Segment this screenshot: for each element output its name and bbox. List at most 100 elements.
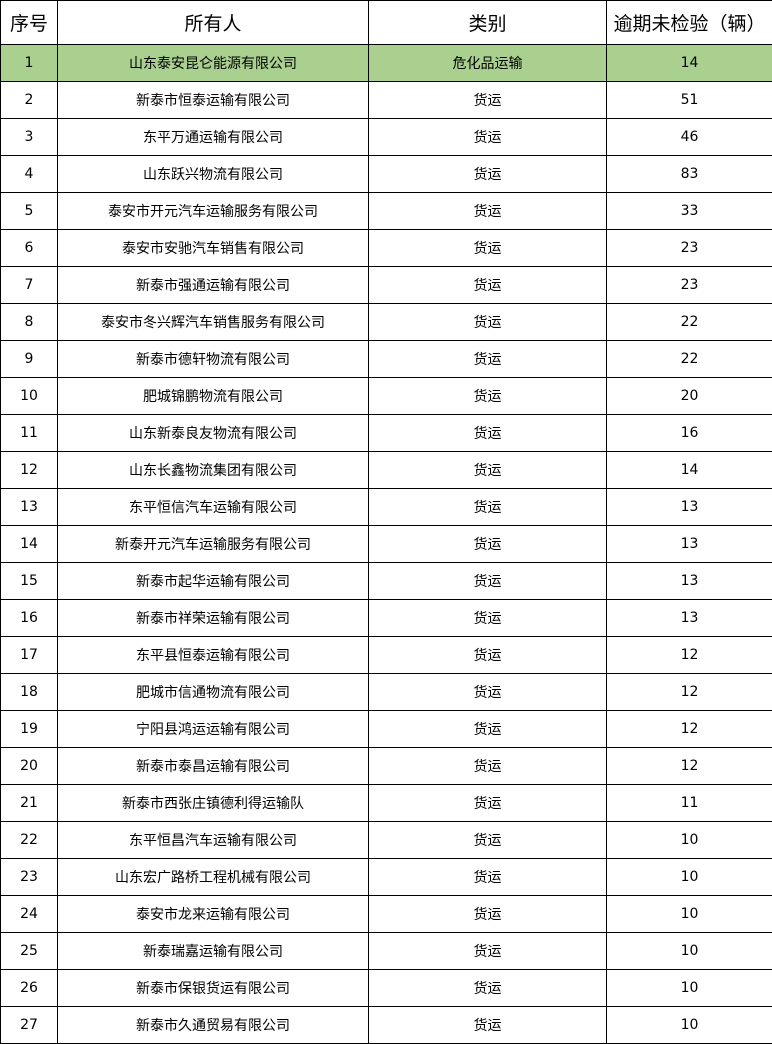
- cell-category: 货运: [368, 303, 607, 341]
- header-category: 类别: [368, 0, 607, 45]
- cell-category: 货运: [368, 118, 607, 156]
- cell-category: 货运: [368, 192, 607, 230]
- cell-category: 货运: [368, 488, 607, 526]
- cell-owner: 新泰市德轩物流有限公司: [57, 340, 369, 378]
- table-row: 3 东平万通运输有限公司 货运 46: [0, 118, 772, 156]
- cell-overdue-count: 13: [606, 562, 772, 600]
- cell-owner: 新泰瑞嘉运输有限公司: [57, 932, 369, 970]
- cell-index: 8: [0, 303, 58, 341]
- cell-overdue-count: 10: [606, 821, 772, 859]
- cell-overdue-count: 23: [606, 266, 772, 304]
- cell-index: 1: [0, 44, 58, 82]
- cell-category: 货运: [368, 155, 607, 193]
- cell-owner: 新泰开元汽车运输服务有限公司: [57, 525, 369, 563]
- cell-overdue-count: 23: [606, 229, 772, 267]
- cell-owner: 东平万通运输有限公司: [57, 118, 369, 156]
- cell-overdue-count: 20: [606, 377, 772, 415]
- cell-category: 货运: [368, 81, 607, 119]
- cell-overdue-count: 13: [606, 599, 772, 637]
- cell-owner: 新泰市祥荣运输有限公司: [57, 599, 369, 637]
- cell-index: 26: [0, 969, 58, 1007]
- cell-owner: 东平恒昌汽车运输有限公司: [57, 821, 369, 859]
- cell-owner: 新泰市起华运输有限公司: [57, 562, 369, 600]
- table-row: 22 东平恒昌汽车运输有限公司 货运 10: [0, 821, 772, 859]
- cell-category: 货运: [368, 969, 607, 1007]
- cell-category: 货运: [368, 525, 607, 563]
- cell-owner: 山东泰安昆仑能源有限公司: [57, 44, 369, 82]
- cell-owner: 东平县恒泰运输有限公司: [57, 636, 369, 674]
- table-body: 1 山东泰安昆仑能源有限公司 危化品运输 14 2 新泰市恒泰运输有限公司 货运 51 3 东平万…: [0, 44, 772, 1044]
- header-row: 序号 所有人 类别 逾期未检验（辆）: [0, 0, 772, 45]
- table-row: 14 新泰开元汽车运输服务有限公司 货运 13: [0, 525, 772, 563]
- cell-overdue-count: 13: [606, 488, 772, 526]
- cell-owner: 新泰市保银货运有限公司: [57, 969, 369, 1007]
- cell-index: 19: [0, 710, 58, 748]
- table-row: 11 山东新泰良友物流有限公司 货运 16: [0, 414, 772, 452]
- cell-index: 5: [0, 192, 58, 230]
- cell-owner: 新泰市久通贸易有限公司: [57, 1006, 369, 1044]
- cell-index: 23: [0, 858, 58, 896]
- cell-overdue-count: 22: [606, 303, 772, 341]
- cell-index: 4: [0, 155, 58, 193]
- cell-overdue-count: 83: [606, 155, 772, 193]
- cell-overdue-count: 13: [606, 525, 772, 563]
- table-row: 23 山东宏广路桥工程机械有限公司 货运 10: [0, 858, 772, 896]
- table-row: 7 新泰市强通运输有限公司 货运 23: [0, 266, 772, 304]
- cell-owner: 宁阳县鸿运运输有限公司: [57, 710, 369, 748]
- cell-owner: 新泰市恒泰运输有限公司: [57, 81, 369, 119]
- cell-overdue-count: 10: [606, 932, 772, 970]
- cell-overdue-count: 10: [606, 895, 772, 933]
- cell-index: 12: [0, 451, 58, 489]
- cell-owner: 山东新泰良友物流有限公司: [57, 414, 369, 452]
- cell-overdue-count: 12: [606, 747, 772, 785]
- cell-owner: 新泰市泰昌运输有限公司: [57, 747, 369, 785]
- cell-category: 货运: [368, 673, 607, 711]
- cell-index: 13: [0, 488, 58, 526]
- table-row: 24 泰安市龙来运输有限公司 货运 10: [0, 895, 772, 933]
- cell-category: 危化品运输: [368, 44, 607, 82]
- cell-category: 货运: [368, 636, 607, 674]
- cell-index: 27: [0, 1006, 58, 1044]
- table-row: 27 新泰市久通贸易有限公司 货运 10: [0, 1006, 772, 1044]
- cell-category: 货运: [368, 784, 607, 822]
- table-row: 4 山东跃兴物流有限公司 货运 83: [0, 155, 772, 193]
- cell-owner: 新泰市西张庄镇德利得运输队: [57, 784, 369, 822]
- table-row: 1 山东泰安昆仑能源有限公司 危化品运输 14: [0, 44, 772, 82]
- cell-owner: 山东长鑫物流集团有限公司: [57, 451, 369, 489]
- cell-owner: 泰安市安驰汽车销售有限公司: [57, 229, 369, 267]
- table-row: 6 泰安市安驰汽车销售有限公司 货运 23: [0, 229, 772, 267]
- cell-category: 货运: [368, 858, 607, 896]
- cell-overdue-count: 14: [606, 451, 772, 489]
- table-row: 9 新泰市德轩物流有限公司 货运 22: [0, 340, 772, 378]
- header-owner: 所有人: [57, 0, 369, 45]
- cell-index: 18: [0, 673, 58, 711]
- table-row: 17 东平县恒泰运输有限公司 货运 12: [0, 636, 772, 674]
- cell-overdue-count: 12: [606, 636, 772, 674]
- cell-category: 货运: [368, 451, 607, 489]
- cell-category: 货运: [368, 895, 607, 933]
- cell-overdue-count: 10: [606, 858, 772, 896]
- cell-index: 11: [0, 414, 58, 452]
- cell-overdue-count: 10: [606, 969, 772, 1007]
- cell-category: 货运: [368, 747, 607, 785]
- cell-overdue-count: 11: [606, 784, 772, 822]
- cell-category: 货运: [368, 340, 607, 378]
- cell-category: 货运: [368, 266, 607, 304]
- cell-category: 货运: [368, 1006, 607, 1044]
- cell-overdue-count: 16: [606, 414, 772, 452]
- cell-owner: 肥城市信通物流有限公司: [57, 673, 369, 711]
- cell-index: 20: [0, 747, 58, 785]
- table-row: 5 泰安市开元汽车运输服务有限公司 货运 33: [0, 192, 772, 230]
- cell-index: 16: [0, 599, 58, 637]
- cell-index: 24: [0, 895, 58, 933]
- cell-owner: 山东跃兴物流有限公司: [57, 155, 369, 193]
- cell-overdue-count: 14: [606, 44, 772, 82]
- table-row: 21 新泰市西张庄镇德利得运输队 货运 11: [0, 784, 772, 822]
- cell-overdue-count: 12: [606, 673, 772, 711]
- table-row: 26 新泰市保银货运有限公司 货运 10: [0, 969, 772, 1007]
- cell-overdue-count: 10: [606, 1006, 772, 1044]
- cell-index: 9: [0, 340, 58, 378]
- cell-owner: 泰安市开元汽车运输服务有限公司: [57, 192, 369, 230]
- cell-owner: 泰安市龙来运输有限公司: [57, 895, 369, 933]
